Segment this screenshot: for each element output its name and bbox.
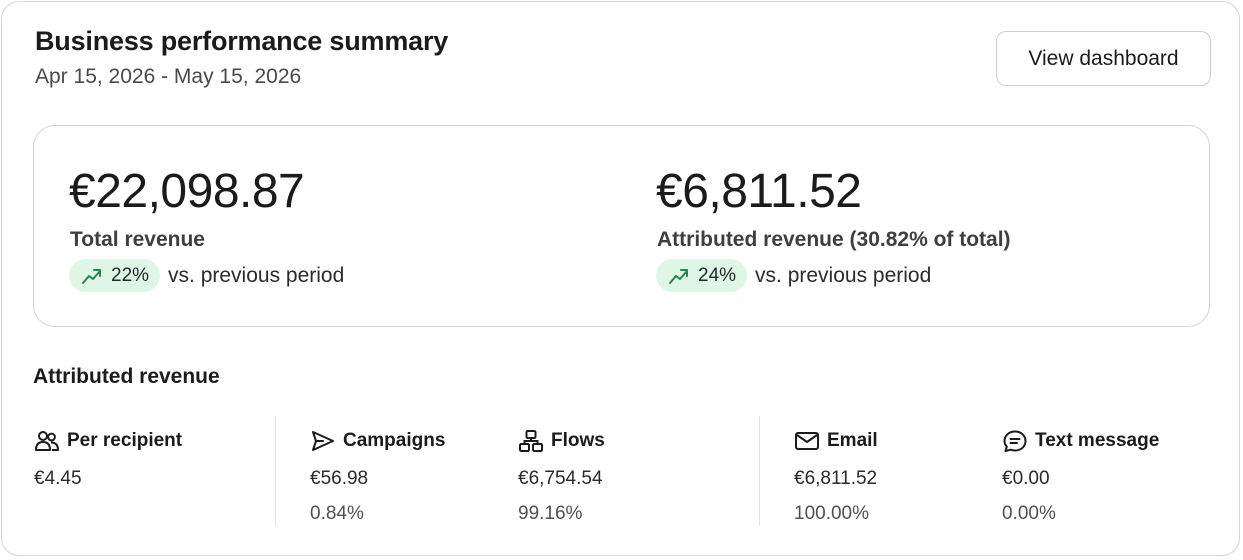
stat-percent: 99.16% (518, 503, 583, 524)
date-range: Apr 15, 2026 - May 15, 2026 (35, 65, 302, 88)
stat-percent: 100.00% (794, 503, 870, 524)
attributed-revenue-comparison: vs. previous period (755, 263, 932, 287)
attributed-revenue-change-badge: 24% (656, 259, 748, 292)
stat-label: Per recipient (67, 430, 183, 451)
send-icon (312, 431, 334, 451)
stat-value: €56.98 (310, 468, 369, 489)
divider (759, 416, 760, 526)
stat-email: Email €6,811.52 100.00% (794, 428, 878, 524)
stat-value: €6,811.52 (794, 468, 878, 489)
stat-flows: Flows €6,754.54 99.16% (518, 428, 605, 524)
attributed-revenue-change-value: 24% (698, 264, 737, 286)
stat-per-recipient: Per recipient €4.45 (34, 428, 182, 489)
revenue-summary-box: €22,098.87 Total revenue 22% vs. previou… (33, 125, 1210, 327)
trend-up-icon (669, 268, 688, 284)
stat-header: Flows (518, 428, 605, 454)
view-dashboard-button[interactable]: View dashboard (996, 31, 1211, 86)
stat-label: Flows (551, 430, 605, 451)
stat-header: Campaigns (310, 428, 445, 454)
total-revenue-change-row: 22% vs. previous period (69, 259, 344, 292)
message-icon (1003, 430, 1027, 452)
stat-header: Email (794, 428, 878, 454)
stat-label: Email (827, 430, 878, 451)
total-revenue-amount: €22,098.87 (69, 165, 305, 218)
stat-header: Per recipient (34, 428, 182, 454)
mail-icon (795, 432, 819, 450)
users-icon (35, 431, 59, 451)
stat-percent: 0.84% (310, 503, 364, 524)
stat-label: Campaigns (343, 430, 446, 451)
attributed-revenue-amount: €6,811.52 (656, 165, 862, 218)
total-revenue-change-value: 22% (111, 264, 150, 286)
stat-value: €0.00 (1002, 468, 1050, 489)
stat-campaigns: Campaigns €56.98 0.84% (310, 428, 445, 524)
flow-icon (519, 430, 543, 452)
divider (275, 416, 276, 526)
total-revenue-label: Total revenue (70, 228, 205, 251)
attributed-revenue-section-title: Attributed revenue (33, 365, 220, 388)
card-title: Business performance summary (35, 26, 449, 56)
stat-value: €4.45 (34, 468, 82, 489)
trend-up-icon (82, 268, 101, 284)
total-revenue-comparison: vs. previous period (168, 263, 345, 287)
stat-text-message: Text message €0.00 0.00% (1002, 428, 1159, 524)
attributed-revenue-label: Attributed revenue (30.82% of total) (657, 228, 1011, 251)
attributed-revenue-change-row: 24% vs. previous period (656, 259, 931, 292)
stat-percent: 0.00% (1002, 503, 1056, 524)
stat-value: €6,754.54 (518, 468, 603, 489)
stat-header: Text message (1002, 428, 1159, 454)
stat-label: Text message (1035, 430, 1160, 451)
total-revenue-change-badge: 22% (69, 259, 161, 292)
